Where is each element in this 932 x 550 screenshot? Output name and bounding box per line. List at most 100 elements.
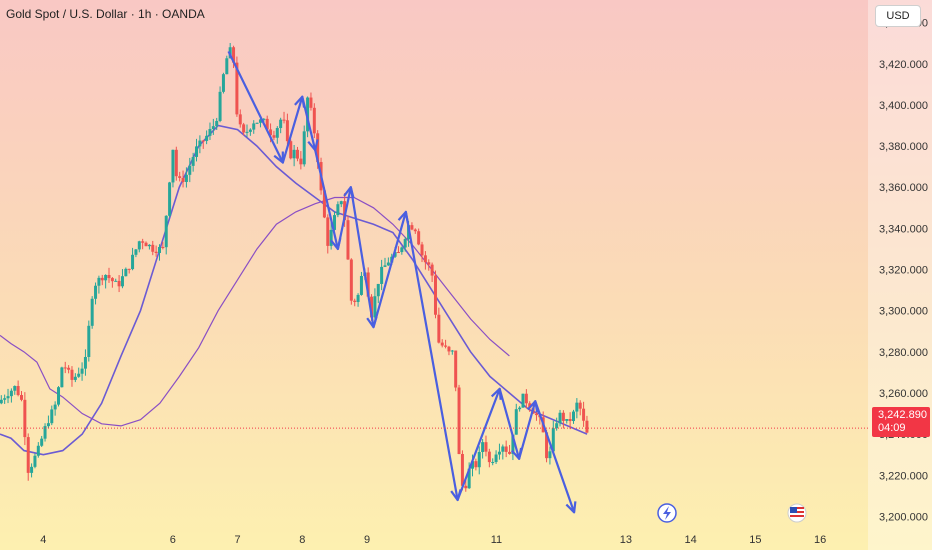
candle-body [252,123,255,129]
candle-body [296,150,299,159]
candle-body [525,394,528,404]
candle-body [431,265,434,276]
candle-body [451,351,454,352]
candle-body [155,252,158,253]
candle-body [424,255,427,262]
x-tick-label: 11 [491,534,502,546]
candle-body [215,121,218,126]
candle-body [410,225,413,229]
us-flag-icon[interactable] [788,504,806,522]
y-tick-label: 3,400.000 [879,100,928,112]
candle-body [185,175,188,182]
candle-body [134,249,137,254]
candle-body [40,439,43,446]
candle-body [404,239,407,247]
candle-body [3,398,6,400]
candle-body [13,386,16,391]
candle-body [458,388,461,454]
currency-button[interactable]: USD [875,5,921,27]
candle-body [535,414,538,415]
candle-body [484,442,487,451]
candle-body [242,124,245,132]
candle-body [559,413,562,423]
candle-body [0,400,3,403]
candle-body [198,141,201,147]
candle-body [145,243,148,246]
candle-body [522,394,525,408]
candle-body [168,182,171,215]
candle-body [81,369,84,374]
x-tick-label: 7 [234,534,240,546]
candle-body [336,204,339,215]
y-tick-label: 3,420.000 [879,59,928,71]
candle-body [548,451,551,458]
candle-body [212,126,215,129]
y-tick-label: 3,280.000 [879,347,928,359]
candle-body [272,135,275,138]
candle-body [461,454,464,486]
candle-body [97,278,100,286]
x-tick-label: 8 [299,534,305,546]
candle-body [293,150,296,158]
candle-body [474,461,477,467]
candle-body [340,201,343,204]
candle-body [202,141,205,142]
candle-body [309,98,312,108]
candle-body [20,395,23,400]
candle-body [64,367,67,368]
candle-body [508,452,511,454]
candle-body [585,421,588,433]
lightning-icon[interactable] [658,504,676,522]
candle-body [175,150,178,176]
candle-body [114,281,117,282]
candle-body [10,391,13,396]
candle-body [165,216,168,247]
candle-body [158,247,161,253]
candle-body [572,412,575,421]
candle-body [192,157,195,166]
y-tick-label: 3,220.000 [879,470,928,482]
candle-body [222,74,225,92]
candle-body [178,176,181,178]
candle-body [518,408,521,410]
candle-body [30,467,33,473]
candle-body [171,150,174,183]
candle-body [47,423,50,426]
candle-body [239,114,242,124]
y-tick-label: 3,320.000 [879,265,928,277]
candle-body [447,347,450,352]
candle-body [380,267,383,284]
candle-body [421,244,424,255]
candle-body [360,276,363,295]
x-tick-label: 4 [40,534,46,546]
y-tick-label: 3,340.000 [879,223,928,235]
candle-body [582,409,585,421]
candle-body [441,343,444,346]
candle-body [299,159,302,165]
candle-body [57,387,60,404]
candle-body [249,130,252,132]
candle-body [182,178,185,182]
candle-body [434,276,437,315]
y-tick-label: 3,200.000 [879,511,928,523]
candle-body [188,166,191,175]
candle-body [555,423,558,428]
x-tick-label: 13 [620,534,632,546]
candle-body [276,128,279,138]
candle-body [124,269,127,276]
candle-body [148,245,151,246]
candle-body [313,108,316,134]
candle-body [246,132,249,133]
last-price-value: 3,242.890 [878,409,930,422]
candle-body [54,405,57,410]
candle-body [384,265,387,266]
candle-body [357,295,360,302]
candle-body [33,456,36,467]
candle-body [219,92,222,121]
y-tick-label: 3,380.000 [879,141,928,153]
candle-body [131,255,134,269]
candle-body [417,231,420,244]
